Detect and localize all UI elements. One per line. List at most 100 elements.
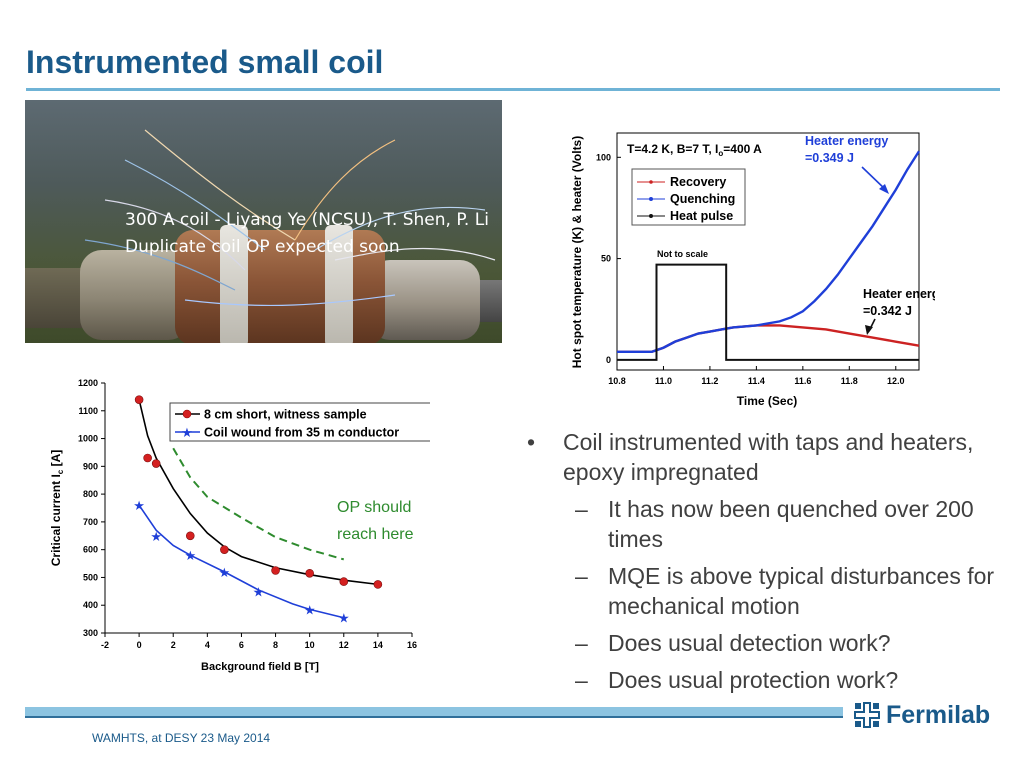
coil-data-point: ★	[219, 565, 231, 580]
heater-energy-recovery-value: =0.342 J	[863, 304, 912, 318]
y-tick-label: 600	[83, 545, 98, 555]
bullet-main-text: Coil instrumented with taps and heaters,…	[563, 429, 974, 485]
y-tick-label: 1000	[78, 434, 98, 444]
x-tick-label: 12	[339, 640, 349, 650]
coil-data-point: ★	[338, 611, 350, 626]
svg-text:★: ★	[181, 425, 193, 440]
witness-data-point	[339, 577, 349, 586]
x-tick-label: 14	[373, 640, 383, 650]
chart-legend: 8 cm short, witness sample ★ Coil wound …	[169, 402, 430, 442]
slide-title: Instrumented small coil	[26, 44, 384, 80]
x-tick-label: 0	[137, 640, 142, 650]
x-tick-label: 11.4	[748, 376, 765, 386]
dash-icon: –	[575, 630, 588, 656]
y-tick-label: 0	[606, 355, 611, 365]
legend-heat-pulse: Heat pulse	[670, 209, 733, 223]
photo-tape-band	[325, 225, 353, 343]
photo-tape-band	[220, 225, 248, 343]
x-tick-label: 8	[273, 640, 278, 650]
x-axis-label: Background field B [T]	[201, 661, 319, 673]
y-tick-label: 400	[83, 600, 98, 610]
arrow-quench-head	[879, 184, 889, 194]
condition-label: T=4.2 K, B=7 T, Io=400 A	[627, 142, 762, 158]
x-tick-label: 11.8	[841, 376, 858, 386]
bullet-dot-icon: •	[527, 429, 536, 455]
sub-bullet-text: Does usual protection work?	[608, 667, 899, 693]
dash-icon: –	[575, 667, 588, 693]
witness-data-point	[151, 459, 161, 468]
y-tick-label: 300	[83, 628, 98, 638]
y-tick-label: 50	[601, 254, 611, 264]
x-tick-label: 10.8	[608, 376, 626, 386]
op-dashed-curve	[172, 447, 345, 561]
x-tick-label: 10	[305, 640, 315, 650]
coil-data-point: ★	[184, 548, 196, 563]
y-tick-label: 1200	[78, 378, 98, 388]
legend-coil-wound: Coil wound from 35 m conductor	[204, 426, 399, 440]
bullet-list: • Coil instrumented with taps and heater…	[523, 427, 1013, 695]
y-axis-label: Hot spot temperature (K) & heater (Volts…	[570, 136, 584, 368]
x-tick-label: -2	[101, 640, 109, 650]
temperature-chart: 10.8 11.0 11.2 11.4 11.6 11.8 12.0 0 50 100 Time …	[565, 105, 935, 415]
witness-data-point	[220, 545, 229, 554]
chart-legend: Recovery Quenching Heat pulse	[631, 168, 746, 226]
witness-fit-line	[138, 399, 378, 586]
photo-wires	[84, 129, 496, 307]
sub-bullet: – It has now been quenched over 200 times	[523, 494, 1013, 554]
x-tick-label: 11.6	[794, 376, 811, 386]
coil-fit-line	[138, 504, 344, 619]
footer-bar-line	[25, 716, 843, 718]
critical-current-chart: -2 0 2 4 6 8 10 12 14 16 300 400 500 600 700 800 900 1000…	[40, 370, 430, 680]
y-tick-label: 800	[83, 489, 98, 499]
coil-photo: 300 A coil - Liyang Ye (NCSU), T. Shen, …	[25, 100, 502, 343]
op-annotation-line1: OP should	[337, 499, 411, 516]
witness-data-point	[185, 531, 195, 541]
heater-energy-recovery-label: Heater energy	[863, 287, 935, 301]
coil-data-point: ★	[150, 529, 162, 544]
witness-data-point	[143, 453, 152, 463]
y-tick-label: 100	[596, 152, 611, 162]
coil-data-point: ★	[304, 602, 316, 617]
quenching-series	[617, 150, 921, 353]
dash-icon: –	[575, 496, 588, 522]
not-to-scale-note: Not to scale	[657, 249, 708, 259]
photo-caption-line: Duplicate coil OP expected soon	[125, 237, 400, 257]
photo-end-cap-left	[80, 250, 190, 340]
x-tick-label: 12.0	[887, 376, 905, 386]
x-tick-label: 11.0	[655, 376, 672, 386]
x-tick-label: 2	[171, 640, 176, 650]
x-tick-label: 4	[205, 640, 210, 650]
sub-bullet-text: Does usual detection work?	[608, 630, 891, 656]
arrow-recovery-head	[865, 325, 873, 335]
sub-bullet: – MQE is above typical disturbances for m…	[523, 561, 1013, 621]
fermilab-logo: Fermilab	[852, 700, 990, 730]
y-tick-label: 700	[83, 517, 98, 527]
witness-data-point	[373, 580, 383, 589]
logo-text: Fermilab	[886, 700, 991, 729]
fermilab-logo-icon	[854, 702, 880, 728]
y-tick-label: 900	[83, 461, 98, 471]
sub-bullet: – Does usual protection work?	[523, 665, 1013, 695]
y-tick-label: 500	[83, 572, 98, 582]
legend-quenching: Quenching	[670, 192, 735, 206]
title-rule	[26, 88, 1000, 91]
coil-data-point: ★	[253, 584, 265, 599]
legend-recovery: Recovery	[670, 175, 726, 189]
sub-bullet-text: It has now been quenched over 200 times	[608, 496, 974, 552]
witness-data-point	[305, 568, 314, 578]
dash-icon: –	[575, 563, 588, 589]
photo-caption: 300 A coil - Liyang Ye (NCSU), T. Shen, …	[125, 207, 489, 261]
x-tick-label: 6	[239, 640, 244, 650]
witness-data-point	[271, 566, 280, 575]
legend-witness-sample: 8 cm short, witness sample	[204, 408, 367, 422]
y-tick-label: 1100	[78, 406, 98, 416]
coil-data-point: ★	[133, 498, 145, 513]
y-axis-label: Critical current Ic [A]	[49, 450, 65, 566]
sub-bullet-text: MQE is above typical disturbances for me…	[608, 563, 995, 619]
photo-caption-line: 300 A coil - Liyang Ye (NCSU), T. Shen, …	[125, 210, 489, 230]
x-tick-label: 16	[407, 640, 417, 650]
heat-pulse-series	[617, 263, 919, 361]
x-tick-label: 11.2	[701, 376, 718, 386]
op-annotation-line2: reach here	[337, 526, 414, 543]
footer-bar	[25, 707, 843, 716]
